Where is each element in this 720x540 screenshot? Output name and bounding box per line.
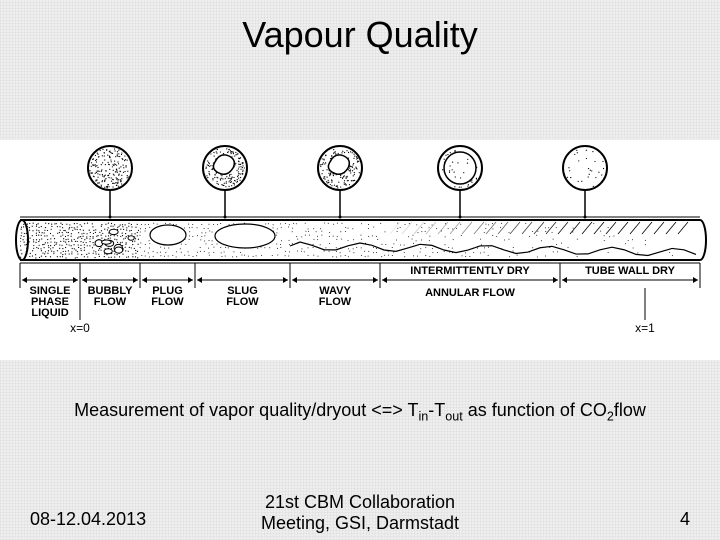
slide: Vapour Quality SINGLEPHASELIQUIDBUBBLYFL… [0, 0, 720, 540]
svg-text:ANNULAR FLOW: ANNULAR FLOW [425, 287, 515, 299]
svg-text:x=1: x=1 [635, 321, 655, 335]
caption-suffix1: as function of CO [463, 400, 607, 420]
svg-text:INTERMITTENTLY DRY: INTERMITTENTLY DRY [410, 265, 530, 277]
caption-text: Measurement of vapor quality/dryout <=> … [74, 400, 418, 420]
caption-sub-in: in [418, 410, 428, 424]
flow-regime-diagram: SINGLEPHASELIQUIDBUBBLYFLOWPLUGFLOWSLUGF… [0, 140, 720, 360]
svg-text:FLOW: FLOW [226, 296, 259, 308]
caption-sub-co2: 2 [607, 410, 614, 424]
svg-text:TUBE WALL DRY: TUBE WALL DRY [585, 265, 675, 277]
caption-mid: -T [428, 400, 445, 420]
svg-text:LIQUID: LIQUID [31, 307, 68, 319]
svg-text:FLOW: FLOW [151, 296, 184, 308]
caption: Measurement of vapor quality/dryout <=> … [40, 400, 680, 424]
svg-text:FLOW: FLOW [94, 296, 127, 308]
svg-text:FLOW: FLOW [319, 296, 352, 308]
footer-line1: 21st CBM Collaboration [265, 492, 455, 512]
svg-text:x=0: x=0 [70, 321, 90, 335]
footer-page: 4 [680, 509, 690, 530]
caption-sub-out: out [445, 410, 463, 424]
slide-title: Vapour Quality [0, 14, 720, 56]
caption-suffix2: flow [614, 400, 646, 420]
footer-center: 21st CBM Collaboration Meeting, GSI, Dar… [0, 492, 720, 534]
footer-line2: Meeting, GSI, Darmstadt [261, 513, 459, 533]
